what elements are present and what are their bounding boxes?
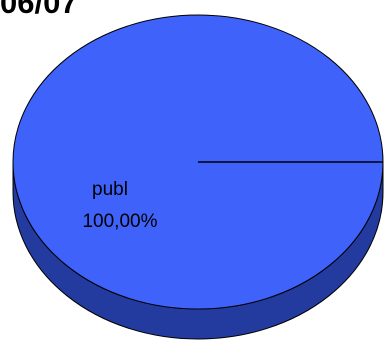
slice-percent-publ: 100,00%	[82, 211, 157, 232]
slice-label-publ: publ	[92, 179, 128, 200]
chart-title: 06/07	[0, 0, 78, 20]
